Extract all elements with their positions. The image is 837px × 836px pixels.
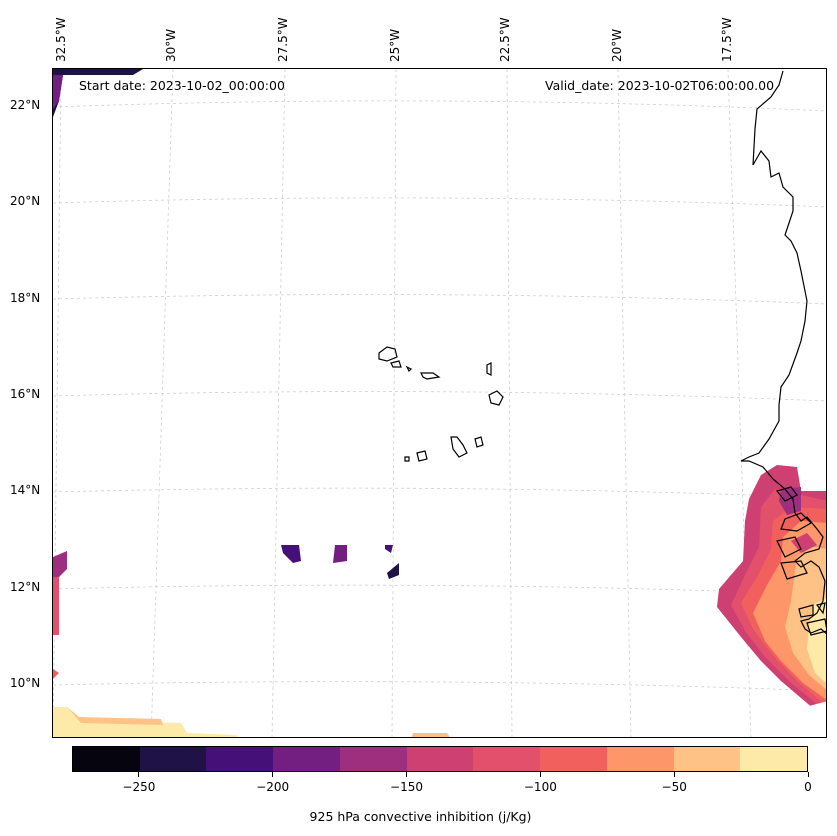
gridline-lon-30w [150, 69, 174, 737]
gridline-lon-22.5w [506, 69, 513, 737]
gridline-lat-18n [53, 294, 826, 305]
lat-label-18n: 18°N [10, 291, 41, 305]
colorbar [72, 746, 808, 772]
island-santiago [450, 436, 468, 458]
lat-label-16n: 16°N [10, 387, 41, 401]
colorbar-tick-1 [272, 772, 274, 777]
island-maio [474, 436, 484, 448]
lat-label-22n: 22°N [10, 98, 41, 112]
colorbar-swatch-10 [740, 747, 808, 771]
colorbar-tick-5 [807, 772, 809, 777]
african-coastline [740, 70, 826, 635]
colorbar-tick-label-5: 0 [804, 780, 812, 794]
lon-label-17.5w: 17.5°W [720, 17, 734, 62]
colorbar-tick-label-4: −50 [661, 780, 687, 794]
lat-label-10n: 10°N [10, 676, 41, 690]
lon-label-30w: 30°W [164, 28, 178, 62]
contour-mid-blob-4 [387, 563, 399, 579]
map-canvas [53, 69, 826, 737]
gridline-lat-12n [53, 584, 826, 596]
coastline-detail-6 [806, 618, 826, 636]
contour-bottom-pale [53, 707, 237, 737]
contour-right-inner-magenta [791, 533, 817, 553]
colorbar-tick-label-3: −100 [523, 780, 557, 794]
gridlines [53, 69, 826, 737]
colorbar-tick-label-1: −200 [256, 780, 290, 794]
colorbar-tick-0 [138, 772, 140, 777]
colorbar-swatch-4 [339, 747, 407, 771]
gridline-lon-32.5w [53, 69, 62, 737]
colorbar-swatch-9 [673, 747, 741, 771]
island-sal [486, 362, 492, 376]
lat-label-20n: 20°N [10, 194, 41, 208]
gridline-lon-27.5w [271, 69, 286, 737]
contour-left-magenta [53, 551, 67, 577]
start-date-label: Start date: 2023-10-02_00:00:00 [79, 78, 285, 93]
contour-right-bottom-white [805, 701, 826, 721]
gridline-lat-10n [53, 681, 826, 692]
valid-date-label: Valid_date: 2023-10-02T06:00:00.00 [545, 78, 775, 93]
map-panel [52, 68, 827, 738]
island-santo-antao [378, 346, 398, 362]
coastlines [378, 70, 826, 636]
island-fogo [416, 450, 428, 462]
contour-topleft-dark [53, 69, 143, 117]
lon-label-20w: 20°W [610, 28, 624, 62]
contour-mid-blob-2 [333, 545, 347, 563]
colorbar-tick-label-0: −250 [122, 780, 156, 794]
gridline-lat-16n [53, 391, 826, 402]
colorbar-swatch-5 [406, 747, 474, 771]
colorbar-tick-3 [539, 772, 541, 777]
colorbar-swatch-7 [540, 747, 607, 771]
island-santa-luzia [405, 365, 413, 373]
contour-bottom-peach [67, 707, 163, 725]
lat-label-12n: 12°N [10, 580, 41, 594]
contour-left-orange [53, 669, 59, 679]
gridline-lat-20n [53, 197, 826, 208]
coastline-detail-2 [780, 512, 812, 532]
gridline-lon-20w [617, 69, 632, 737]
island-bijagos [815, 602, 826, 615]
coastline-detail-3 [776, 536, 802, 558]
gridline-lat-14n [53, 487, 826, 499]
coastline-detail-4 [780, 560, 808, 580]
contour-bottom-peach-2 [411, 733, 450, 737]
coastline-detail-5 [798, 604, 814, 618]
colorbar-label-text: 925 hPa convective inhibition (j/Kg) [309, 809, 532, 824]
island-sao-vicente [390, 360, 402, 368]
colorbar-swatch-6 [473, 747, 541, 771]
colorbar-tick-label-2: −150 [390, 780, 424, 794]
colorbar-tick-2 [406, 772, 408, 777]
island-boa-vista [488, 390, 504, 406]
contour-mid-blob-3 [385, 545, 393, 553]
gridline-lat-22n [53, 100, 826, 112]
lon-label-25w: 25°W [388, 28, 402, 62]
island-sao-nicolau [420, 372, 441, 380]
cin-contours [53, 69, 826, 737]
colorbar-swatch-3 [273, 747, 340, 771]
contour-topleft-purple [53, 75, 63, 109]
colorbar-swatch-2 [206, 747, 274, 771]
colorbar-swatch-0 [73, 747, 140, 771]
gridline-lon-25w [391, 69, 397, 737]
coastline-detail-1 [775, 486, 798, 502]
colorbar-swatch-8 [606, 747, 674, 771]
lon-label-22.5w: 22.5°W [498, 17, 512, 62]
lon-label-27.5w: 27.5°W [276, 17, 290, 62]
colorbar-swatch-1 [139, 747, 207, 771]
contour-left-red [53, 577, 59, 635]
island-brava [404, 456, 410, 462]
lon-label-32.5w: 32.5°W [54, 17, 68, 62]
contour-right-purple-patch [779, 487, 801, 515]
colorbar-tick-4 [673, 772, 675, 777]
lat-label-14n: 14°N [10, 483, 41, 497]
contour-mid-blob-1 [281, 545, 301, 563]
colorbar-label: 925 hPa convective inhibition (j/Kg) [0, 809, 837, 824]
